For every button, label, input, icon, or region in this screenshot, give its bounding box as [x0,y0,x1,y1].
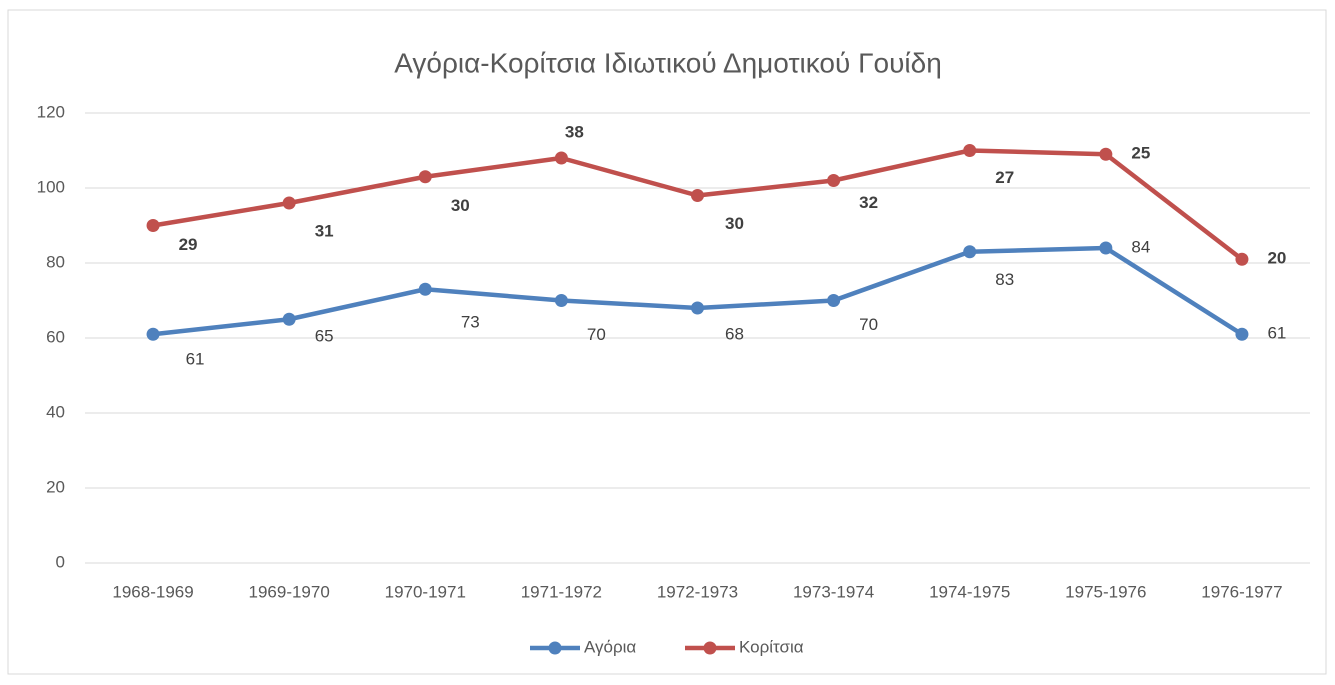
data-label: 84 [1131,237,1150,256]
legend-marker [548,641,562,655]
data-label: 32 [859,193,878,212]
x-tick-label: 1976-1977 [1201,582,1282,601]
point [691,301,704,315]
data-label: 65 [315,327,334,346]
x-tick-label: 1969-1970 [249,582,330,601]
y-tick-label: 100 [37,177,65,196]
data-label: 38 [565,122,584,141]
legend-label: Αγόρια [584,637,636,656]
point [827,294,841,307]
data-label: 29 [179,235,198,254]
y-tick-label: 60 [46,327,65,346]
point [827,174,841,187]
point [418,170,432,184]
data-label: 31 [315,221,334,240]
point [146,327,160,341]
point [282,312,296,326]
data-label: 61 [1267,324,1286,343]
point [554,294,568,307]
data-label: 73 [461,313,480,332]
x-tick-label: 1973-1974 [793,582,874,601]
data-label: 30 [725,214,744,233]
x-tick-label: 1971-1972 [521,582,602,601]
data-label: 27 [995,168,1014,187]
point [1099,147,1113,161]
chart-title: Αγόρια-Κορίτσια Ιδιωτικού Δημοτικού Γουί… [394,47,942,78]
y-tick-label: 20 [46,477,65,496]
data-label: 68 [725,324,744,343]
point [1235,327,1249,341]
point [418,282,432,296]
point [1099,241,1113,255]
x-tick-label: 1968-1969 [112,582,193,601]
point [691,189,704,202]
legend-label: Κορίτσια [739,637,804,656]
point [963,245,977,259]
data-label: 70 [587,325,606,344]
x-tick-label: 1972-1973 [657,582,738,601]
data-label: 20 [1267,249,1286,268]
point [282,196,296,210]
x-tick-label: 1970-1971 [385,582,466,601]
point [554,151,568,165]
point [1235,252,1249,266]
chart-border [7,9,1327,675]
data-label: 30 [451,196,470,215]
data-label: 61 [186,350,205,369]
data-label: 83 [995,270,1014,289]
legend-marker [703,641,717,655]
data-label: 70 [859,315,878,334]
x-tick-label: 1974-1975 [929,582,1010,601]
data-label: 25 [1131,144,1150,163]
point [146,219,160,232]
point [963,144,977,157]
y-tick-label: 0 [56,552,65,571]
x-tick-label: 1975-1976 [1065,582,1146,601]
y-tick-label: 80 [46,252,65,271]
y-tick-label: 120 [37,102,65,121]
y-tick-label: 40 [46,402,65,421]
